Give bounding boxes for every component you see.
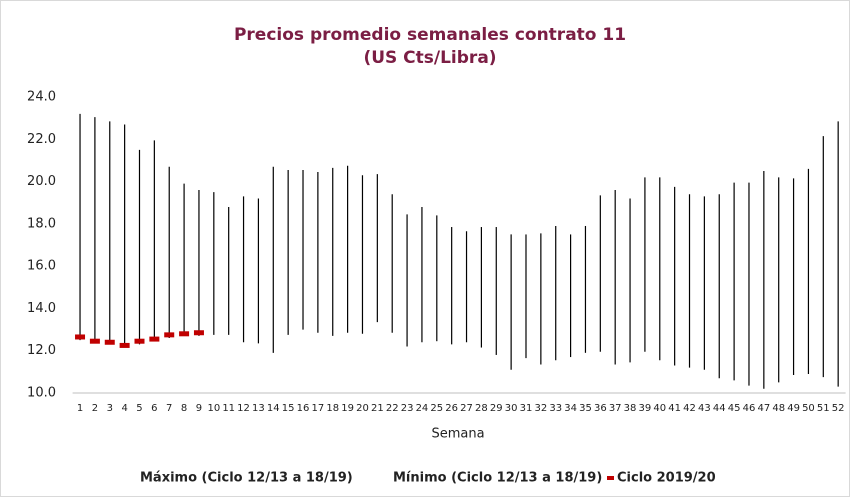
cycle-marker <box>104 339 115 345</box>
x-tick-label: 47 <box>757 403 770 414</box>
x-tick-label: 17 <box>312 403 325 414</box>
x-tick-label: 36 <box>594 403 607 414</box>
cycle-marker <box>179 331 190 337</box>
legend-marker <box>607 476 614 480</box>
x-tick-label: 1 <box>77 403 83 414</box>
x-tick-label: 48 <box>772 403 785 414</box>
x-tick-label: 33 <box>549 403 562 414</box>
x-tick-label: 34 <box>564 403 577 414</box>
x-tick-label: 16 <box>297 403 310 414</box>
x-tick-label: 18 <box>326 403 339 414</box>
x-tick-label: 27 <box>460 403 473 414</box>
x-tick-label: 14 <box>267 403 280 414</box>
cycle-marker <box>89 338 100 344</box>
x-tick-label: 2 <box>92 403 98 414</box>
x-tick-label: 4 <box>121 403 127 414</box>
legend-label: Máximo (Ciclo 12/13 a 18/19) <box>140 471 353 486</box>
x-tick-label: 22 <box>386 403 399 414</box>
y-tick-label: 24.0 <box>27 90 56 105</box>
x-tick-label: 24 <box>416 403 429 414</box>
chart-subtitle: (US Cts/Libra) <box>363 48 496 68</box>
legend-label: Ciclo 2019/20 <box>617 471 716 486</box>
legend-label: Mínimo (Ciclo 12/13 a 18/19) <box>393 471 602 486</box>
x-tick-label: 37 <box>609 403 622 414</box>
x-tick-label: 3 <box>107 403 113 414</box>
x-tick-label: 23 <box>401 403 414 414</box>
x-tick-label: 51 <box>817 403 830 414</box>
y-tick-label: 18.0 <box>27 216 56 231</box>
cycle-marker <box>149 336 160 342</box>
cycle-marker <box>75 334 86 340</box>
cycle-marker <box>134 338 145 344</box>
x-tick-label: 46 <box>743 403 756 414</box>
y-tick-label: 20.0 <box>27 174 56 189</box>
y-tick-label: 10.0 <box>27 386 56 401</box>
x-tick-label: 12 <box>237 403 250 414</box>
x-tick-label: 44 <box>713 403 726 414</box>
x-tick-label: 31 <box>520 403 533 414</box>
x-tick-label: 25 <box>430 403 443 414</box>
x-axis-title: Semana <box>431 427 484 442</box>
x-tick-label: 38 <box>624 403 637 414</box>
x-tick-label: 7 <box>166 403 172 414</box>
x-tick-label: 32 <box>534 403 547 414</box>
x-tick-label: 15 <box>282 403 295 414</box>
x-tick-label: 8 <box>181 403 187 414</box>
cycle-marker <box>164 332 175 338</box>
y-tick-label: 16.0 <box>27 259 56 274</box>
x-tick-label: 41 <box>668 403 681 414</box>
cycle-marker <box>119 342 130 348</box>
x-tick-label: 19 <box>341 403 354 414</box>
y-tick-label: 12.0 <box>27 343 56 358</box>
x-tick-label: 9 <box>196 403 202 414</box>
x-tick-label: 13 <box>252 403 265 414</box>
x-tick-label: 42 <box>683 403 696 414</box>
x-tick-label: 6 <box>151 403 157 414</box>
x-tick-label: 11 <box>222 403 235 414</box>
x-tick-label: 20 <box>356 403 369 414</box>
x-tick-label: 45 <box>728 403 741 414</box>
x-tick-label: 50 <box>802 403 815 414</box>
x-tick-label: 43 <box>698 403 711 414</box>
x-tick-label: 40 <box>653 403 666 414</box>
y-tick-label: 14.0 <box>27 301 56 316</box>
y-tick-label: 22.0 <box>27 132 56 147</box>
x-tick-label: 5 <box>136 403 142 414</box>
x-tick-label: 39 <box>639 403 652 414</box>
x-tick-label: 52 <box>832 403 845 414</box>
x-tick-label: 21 <box>371 403 384 414</box>
x-tick-label: 29 <box>490 403 503 414</box>
x-tick-label: 28 <box>475 403 488 414</box>
x-tick-label: 26 <box>445 403 458 414</box>
x-tick-label: 35 <box>579 403 592 414</box>
cycle-marker <box>193 330 204 336</box>
x-tick-label: 49 <box>787 403 800 414</box>
x-tick-label: 30 <box>505 403 518 414</box>
x-tick-label: 10 <box>207 403 220 414</box>
chart-title: Precios promedio semanales contrato 11 <box>234 25 626 45</box>
